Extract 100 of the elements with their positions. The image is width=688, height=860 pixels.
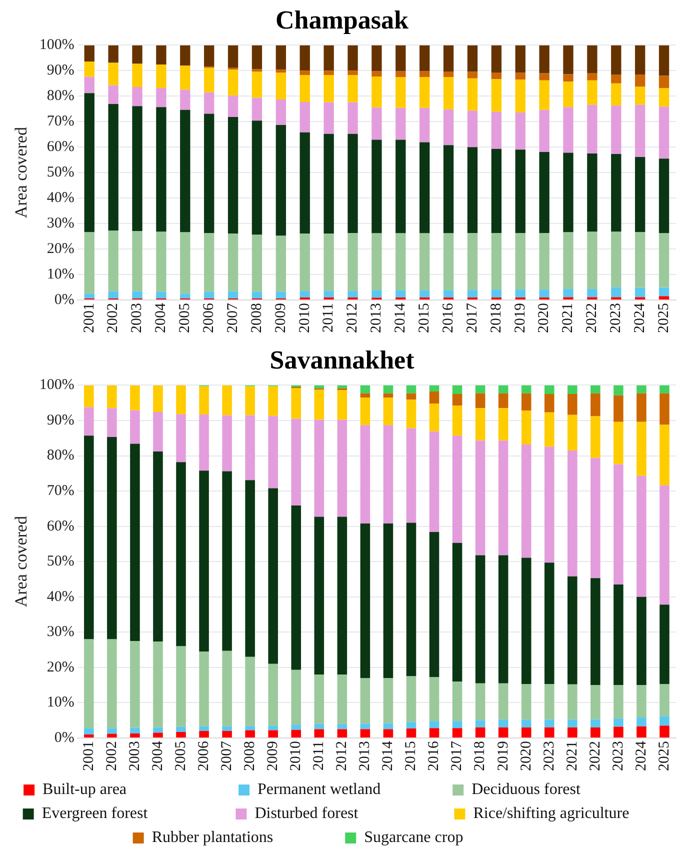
- legend-label: Evergreen forest: [42, 805, 228, 822]
- bar: [498, 555, 508, 684]
- bar: [276, 124, 286, 236]
- bar: [108, 45, 118, 63]
- bar: [348, 70, 358, 76]
- x-tick-label: 2025: [656, 741, 672, 771]
- bar: [611, 83, 622, 106]
- bar: [498, 683, 508, 720]
- bar: [314, 385, 324, 388]
- x-tick-label: 2002: [104, 741, 120, 771]
- bar: [521, 727, 532, 738]
- bar: [268, 386, 278, 416]
- bar: [204, 45, 214, 67]
- legend-label: Disturbed forest: [254, 805, 446, 822]
- bar: [199, 386, 209, 414]
- bar: [611, 45, 622, 74]
- bar: [568, 385, 578, 394]
- x-tick-label: 2005: [172, 741, 189, 771]
- x-tick-label: 2009: [265, 741, 282, 771]
- bar: [153, 452, 163, 642]
- bar: [544, 394, 554, 412]
- x-tick-label: 2020: [536, 303, 552, 333]
- bar: [107, 734, 117, 738]
- x-tick-label: 2003: [129, 303, 146, 333]
- x-tick-label: 2024: [632, 302, 648, 333]
- bar: [132, 64, 142, 87]
- bar: [252, 120, 262, 235]
- bar: [467, 78, 478, 111]
- bar: [348, 232, 358, 292]
- bar: [491, 79, 502, 112]
- x-tick-label: 2011: [311, 741, 328, 770]
- bar: [107, 437, 117, 640]
- bar: [337, 724, 348, 730]
- bar: [521, 385, 532, 394]
- x-tick-label: 2021: [560, 303, 576, 333]
- bar: [611, 74, 622, 84]
- bar: [372, 233, 382, 290]
- x-tick-label: 2024: [633, 740, 650, 771]
- x-tick-label: 2019: [495, 741, 512, 771]
- bar: [660, 716, 670, 726]
- bar: [614, 685, 624, 719]
- bar: [498, 393, 508, 408]
- bar: [614, 395, 624, 422]
- bar: [420, 77, 430, 108]
- bar: [521, 684, 532, 720]
- bar: [429, 721, 440, 728]
- bar: [130, 444, 140, 641]
- bar: [568, 576, 578, 684]
- bar: [360, 393, 370, 398]
- bar: [467, 110, 478, 148]
- bar: [130, 640, 140, 728]
- bar: [337, 390, 348, 420]
- bar: [658, 233, 670, 288]
- y-tick-label: 50%: [46, 164, 74, 181]
- bar: [475, 408, 486, 441]
- bar: [467, 232, 478, 290]
- y-tick-label: 0%: [54, 292, 74, 308]
- bar: [84, 232, 94, 294]
- bar: [634, 74, 646, 87]
- bar: [420, 71, 430, 78]
- x-tick-label: 2007: [224, 302, 241, 333]
- bar: [590, 393, 600, 416]
- bar: [406, 728, 416, 738]
- bar: [276, 292, 286, 298]
- bar: [132, 106, 142, 231]
- bar: [199, 470, 209, 652]
- bar: [420, 233, 430, 290]
- bar: [176, 646, 186, 727]
- bar: [568, 414, 578, 450]
- bar: [84, 639, 94, 728]
- bar: [222, 471, 232, 651]
- bar: [475, 720, 486, 728]
- bar: [498, 385, 508, 394]
- bar: [515, 45, 526, 73]
- bar: [372, 140, 382, 234]
- bar: [636, 393, 646, 422]
- bar: [590, 416, 600, 458]
- bar: [84, 93, 94, 232]
- bar: [383, 678, 394, 724]
- bar: [587, 45, 598, 73]
- bar: [228, 70, 238, 96]
- bar: [515, 150, 526, 233]
- bar: [587, 104, 598, 154]
- bar: [156, 64, 166, 88]
- bar: [406, 722, 416, 728]
- x-tick-label: 2015: [416, 303, 433, 333]
- bar: [521, 444, 532, 558]
- bar: [372, 71, 382, 77]
- bar: [108, 230, 118, 292]
- y-tick-label: 0%: [54, 730, 74, 746]
- bar: [396, 45, 406, 72]
- bar: [614, 385, 624, 396]
- bar: [314, 674, 324, 724]
- bar: [498, 440, 508, 556]
- y-tick-label: 20%: [46, 659, 74, 676]
- bar: [636, 685, 646, 718]
- bar: [614, 726, 624, 738]
- bar: [383, 398, 394, 426]
- bar: [324, 134, 334, 234]
- bar: [324, 75, 334, 102]
